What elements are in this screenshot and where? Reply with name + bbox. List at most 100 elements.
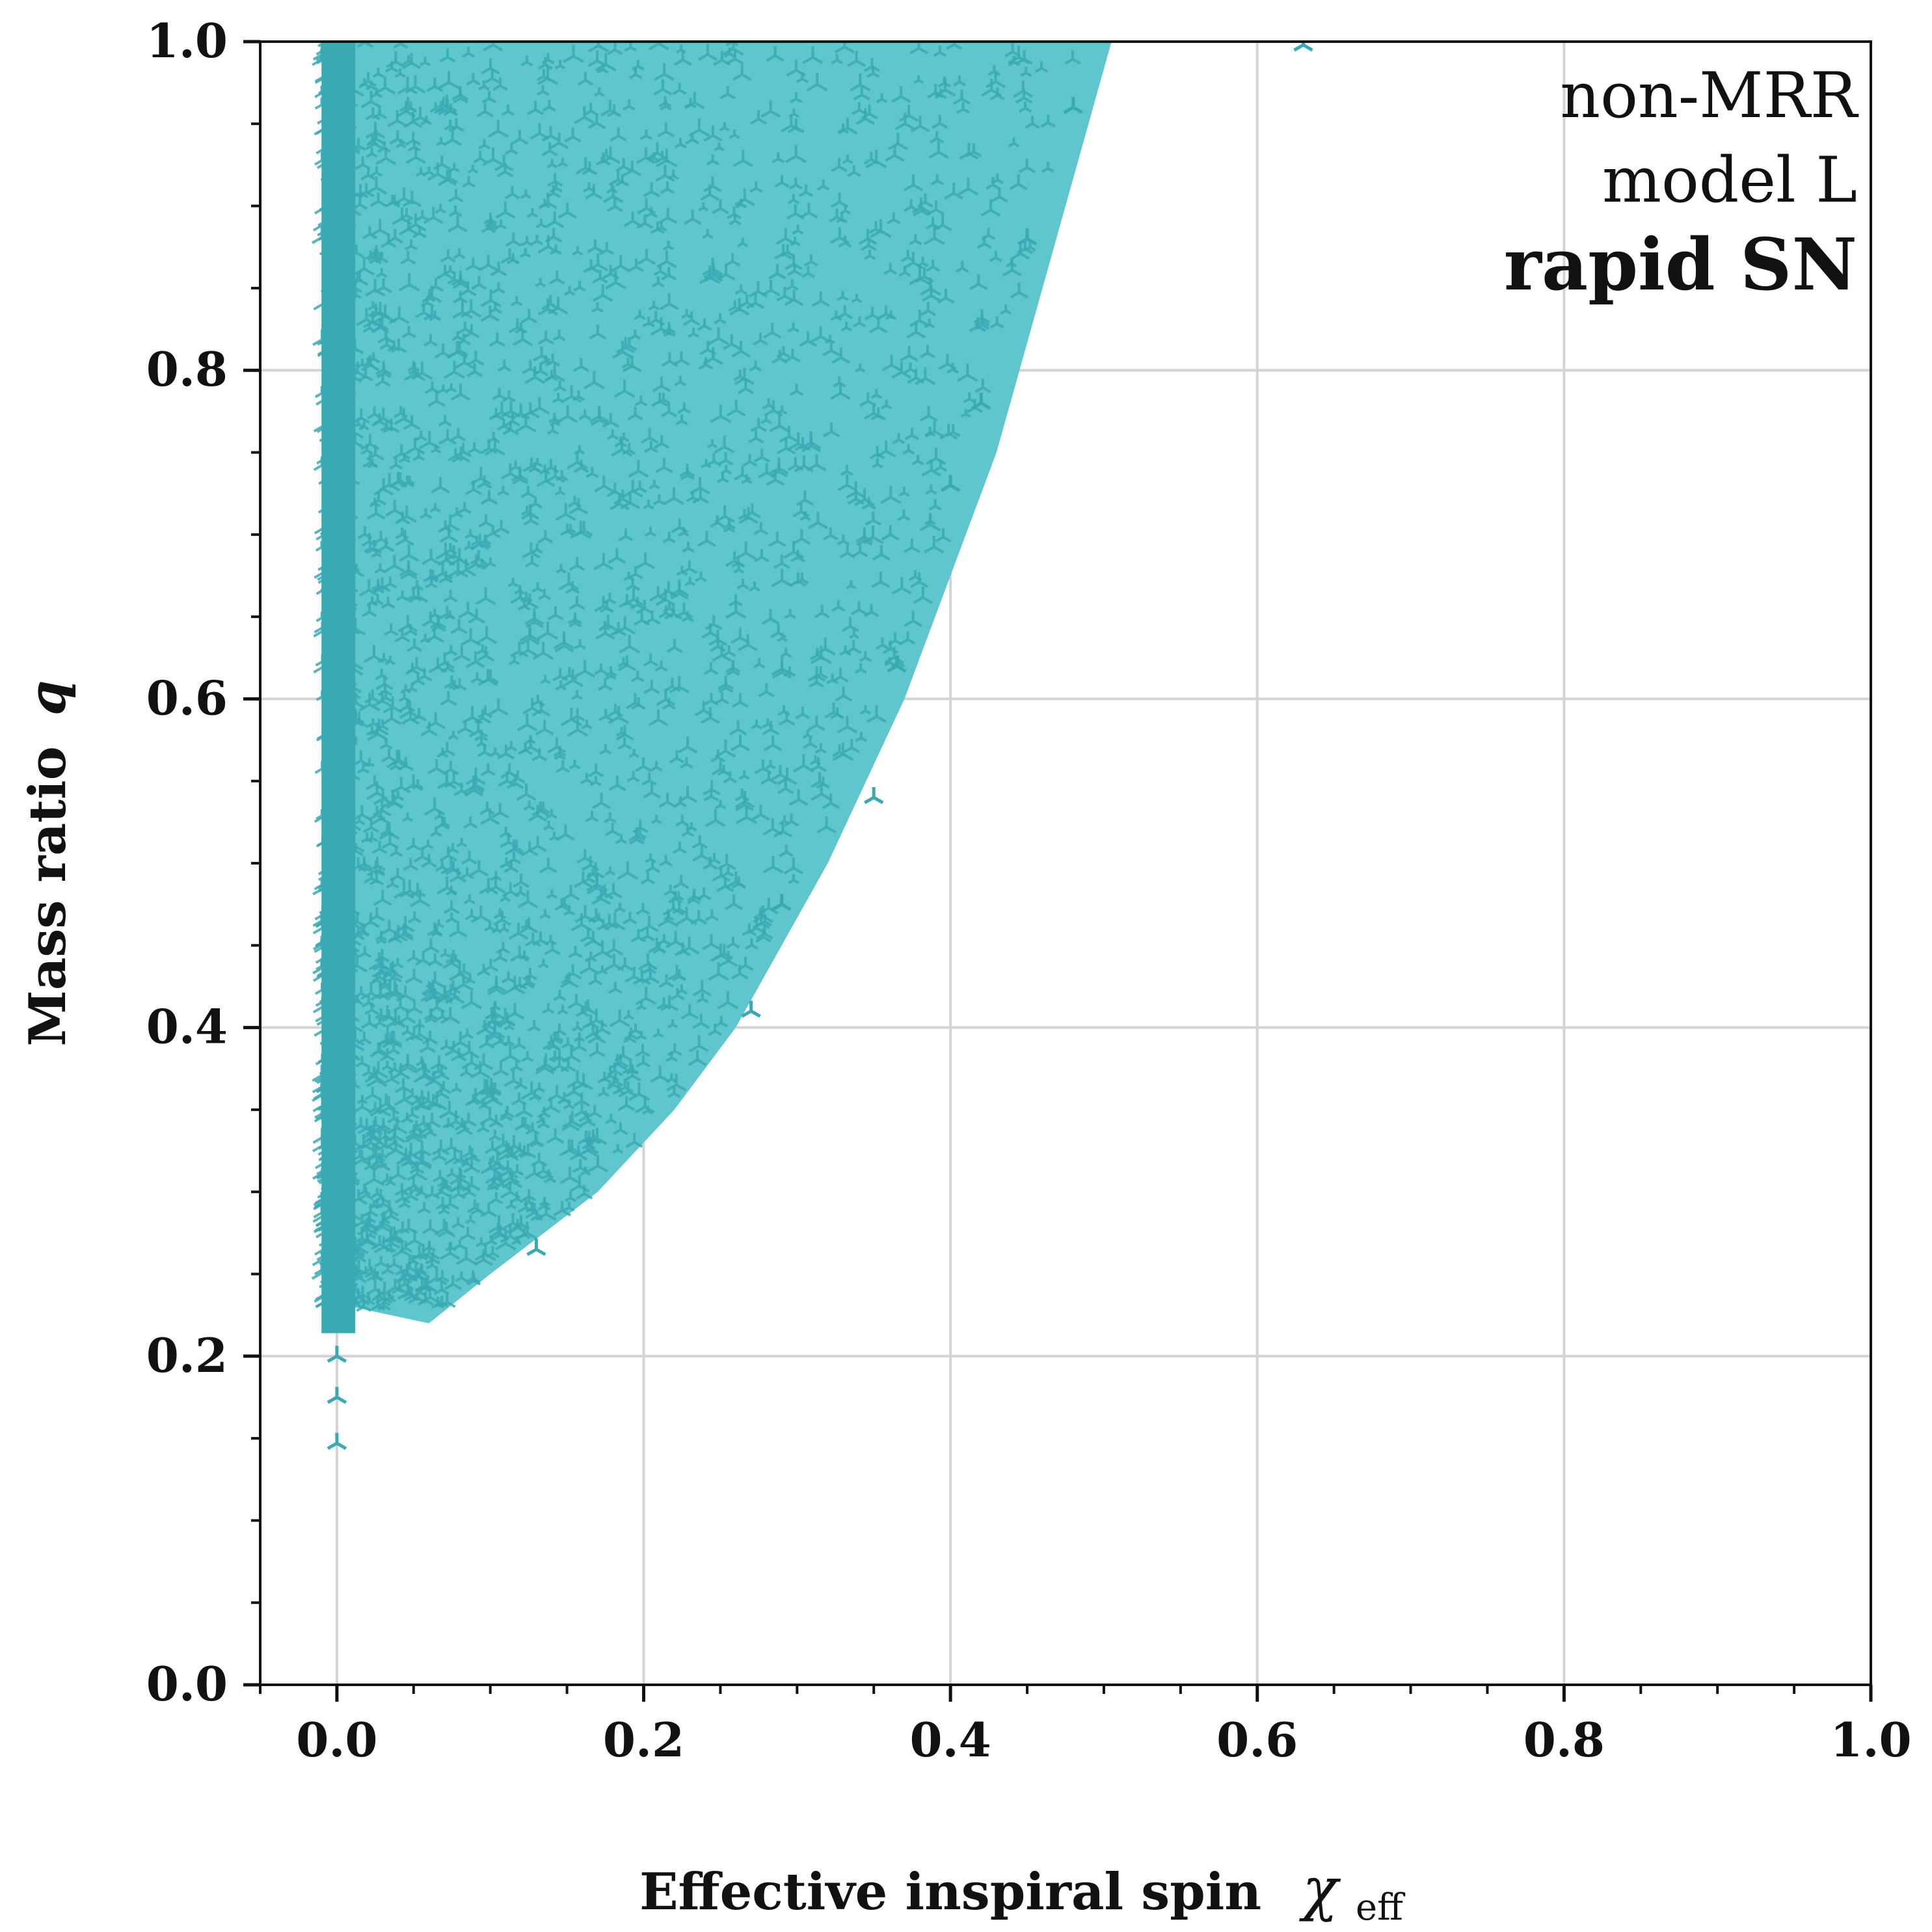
texture-marker [541,142,558,157]
texture-marker [523,800,535,811]
texture-marker [649,479,660,490]
texture-marker [528,1020,541,1032]
texture-marker [620,492,641,509]
texture-marker [447,272,462,285]
texture-marker [610,255,631,273]
texture-marker [528,836,548,853]
texture-marker [871,571,891,589]
texture-marker [387,969,402,983]
texture-marker [567,993,585,1010]
texture-marker [489,698,509,716]
texture-marker [561,1037,575,1049]
texture-marker [384,554,405,573]
texture-marker [505,143,518,155]
texture-marker [520,917,538,933]
texture-marker [606,429,619,440]
texture-marker [411,361,433,381]
texture-marker [729,129,740,139]
texture-marker [682,541,695,553]
data-point [327,1432,347,1450]
texture-marker [945,424,961,438]
texture-marker [358,183,375,198]
texture-marker [738,770,750,780]
texture-marker [539,909,551,919]
texture-marker [546,889,557,899]
texture-marker [738,380,754,394]
texture-marker [604,866,616,876]
texture-marker [397,1281,419,1300]
texture-marker [520,1051,534,1062]
texture-marker [572,246,584,256]
texture-marker [809,755,822,766]
texture-marker [490,747,501,757]
texture-marker [792,529,811,545]
texture-marker [491,282,505,294]
texture-marker [461,851,477,865]
texture-marker [811,783,833,801]
texture-marker [909,234,922,246]
texture-marker [753,522,768,535]
texture-marker [435,1295,449,1308]
texture-marker [587,253,609,272]
texture-marker [665,1051,678,1062]
texture-marker [516,783,537,801]
texture-marker [582,872,596,883]
texture-marker [541,126,560,142]
texture-marker [360,167,376,181]
texture-marker [783,666,796,677]
texture-marker [694,571,708,582]
texture-marker [896,509,911,522]
texture-marker [407,656,427,674]
texture-marker [364,758,375,768]
texture-marker [510,641,529,658]
texture-marker [477,80,490,91]
texture-marker [418,431,440,449]
texture-marker [844,739,860,753]
texture-marker [362,321,377,333]
texture-marker [643,182,661,198]
texture-marker [431,1063,446,1077]
texture-marker [427,758,446,775]
texture-marker [606,670,617,680]
texture-marker [369,219,390,237]
texture-marker [1006,258,1017,267]
y-tick-label: 0.2 [146,1328,228,1383]
texture-marker [423,207,444,224]
texture-marker [622,479,643,498]
texture-marker [919,406,938,422]
texture-marker [448,215,468,233]
x-tick-label: 0.8 [1523,1712,1605,1767]
texture-marker [981,228,996,241]
texture-marker [880,485,902,504]
texture-marker [551,1031,564,1042]
texture-marker [501,400,521,418]
texture-marker [483,1021,495,1031]
texture-marker [760,100,781,118]
texture-marker [924,427,936,437]
texture-marker [636,1001,647,1011]
texture-marker [505,741,518,752]
texture-marker [678,736,698,754]
texture-marker [678,786,697,803]
texture-marker [420,721,438,736]
texture-marker [636,552,655,569]
texture-marker [563,1201,575,1212]
texture-marker [433,1084,450,1100]
texture-marker [745,938,758,950]
texture-marker [816,816,837,834]
texture-marker [417,1291,434,1306]
texture-marker [463,541,475,551]
texture-marker [870,407,886,421]
texture-marker [535,1057,555,1075]
texture-marker [657,122,675,138]
texture-marker [487,120,509,138]
texture-marker [470,672,484,684]
texture-marker [404,476,415,485]
texture-marker [946,42,963,50]
texture-marker [850,73,871,92]
texture-marker [385,1010,406,1028]
texture-marker [673,875,690,889]
texture-marker [511,129,529,145]
texture-marker [363,541,377,553]
texture-marker [419,507,433,519]
